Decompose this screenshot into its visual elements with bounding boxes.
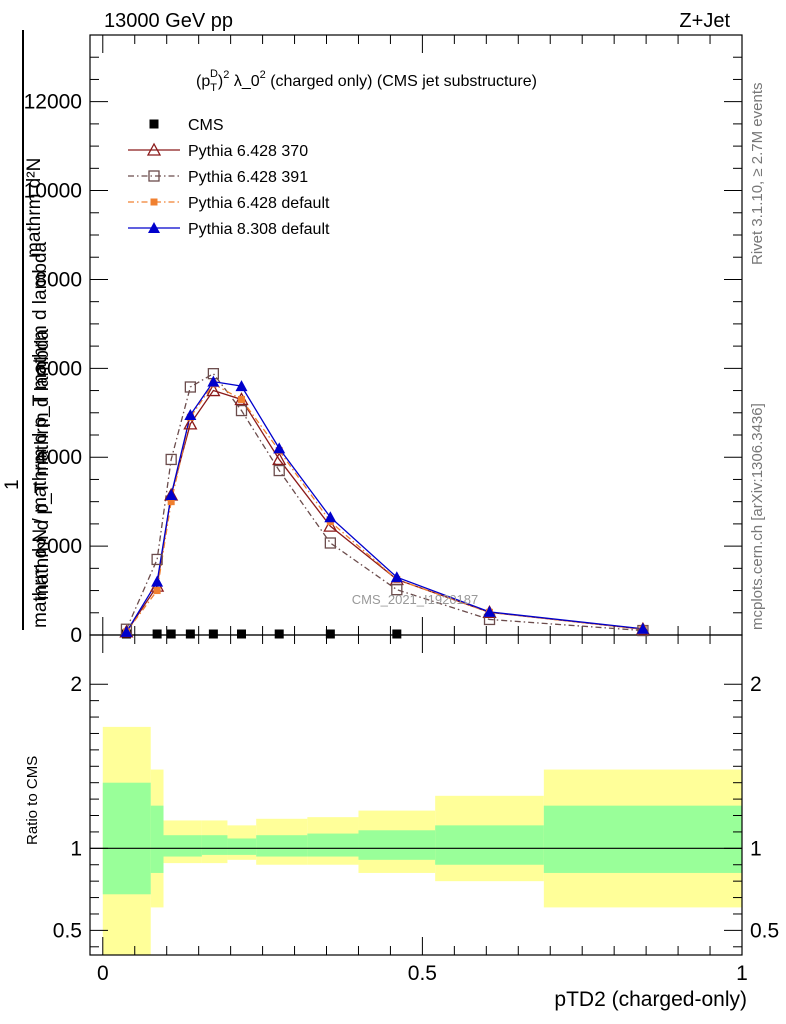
legend-label-cms: CMS [188, 117, 224, 134]
data-point-py8_default [390, 571, 403, 583]
data-point-py6_default [167, 498, 175, 506]
data-point-py6_370 [206, 383, 221, 397]
ratio-y-tick-label: 1 [70, 837, 82, 860]
ratio-y-tick-label-right: 2 [750, 673, 762, 696]
data-point-py8_default [483, 605, 496, 617]
ratio-band-inner [358, 830, 436, 860]
data-point-py6_391 [184, 381, 197, 393]
data-point-py6_370 [323, 518, 338, 532]
main-y-tick-label: 10000 [24, 180, 82, 203]
legend-marker-py6_391 [148, 170, 160, 182]
ratio-panel [89, 634, 743, 956]
data-point-py8_default [273, 442, 286, 454]
data-point-py8_default [636, 622, 649, 634]
data-point-cms [236, 629, 246, 639]
y-axis-label: mathrm d²N 1 mathrm d p_T mathrm d lambd… [2, 30, 53, 630]
ratio-y-tick-label: 0.5 [53, 919, 82, 942]
main-y-tick-label: 8000 [35, 268, 82, 291]
data-point-py8_default [184, 409, 197, 420]
data-point-py6_default [153, 587, 161, 595]
side-text-top: Rivet 3.1.10, ≥ 2.7M events [749, 83, 766, 266]
data-point-py6_370 [272, 452, 287, 466]
side-text-bottom: mcplots.cern.ch [arXiv:1306.3436] [749, 403, 766, 630]
y-label-numerator: mathrm d²N [24, 158, 45, 258]
axis-ticks [90, 35, 743, 955]
data-point-cms [166, 629, 176, 639]
data-point-py6_default [237, 395, 245, 403]
series-line-py6_391 [125, 372, 643, 632]
legend-marker-py8_default [148, 222, 160, 233]
data-point-py8_default [235, 380, 248, 392]
x-tick-label: 0.5 [408, 962, 437, 985]
data-point-py6_391 [324, 537, 336, 549]
x-tick-label: 1 [736, 962, 748, 985]
ratio-band-inner [256, 835, 308, 857]
data-point-py8_default [324, 511, 337, 523]
legend-marker-py6_370 [146, 142, 162, 156]
data-point-py6_391 [235, 404, 248, 417]
y-label-one: 1 [2, 479, 23, 490]
data-point-py8_default [151, 575, 164, 587]
main-y-tick-label: 12000 [24, 91, 82, 114]
data-point-cms [152, 629, 162, 639]
x-tick-label: 0 [97, 962, 109, 985]
legend-marker-py6_default [150, 198, 158, 206]
ratio-bands [90, 726, 742, 955]
ratio-band-inner [307, 833, 359, 857]
ratio-band-inner [102, 782, 151, 895]
header-right: Z+Jet [679, 10, 730, 32]
data-point-py6_391 [391, 584, 403, 596]
data-point-py6_391 [273, 464, 285, 477]
ratio-axis-label: Ratio to CMS [24, 756, 41, 845]
series-markers [119, 368, 651, 639]
data-point-py6_391 [165, 453, 177, 466]
ratio-band-inner [201, 835, 228, 855]
plot-title: (pTD)2 λ_02 (charged only) (CMS jet subs… [196, 68, 537, 94]
legend-label-py8_default: Pythia 8.308 default [188, 221, 330, 238]
data-point-cms [325, 629, 335, 639]
data-point-py8_default [207, 375, 220, 387]
main-y-tick-label: 0 [70, 624, 82, 647]
data-point-cms [392, 629, 402, 639]
data-point-cms [208, 629, 218, 639]
data-point-cms [274, 629, 284, 639]
y-label-denominator-lower: mathrm d N / mathrm d p_T mathrm d lambd… [30, 241, 51, 628]
watermark: CMS_2021_I1920187 [352, 592, 479, 607]
main-y-tick-label: 4000 [35, 446, 82, 469]
y-label-denominator-upper: mathrm d p_T mathrm d lambda [32, 329, 53, 600]
data-point-py6_370 [183, 416, 198, 430]
data-point-py8_default [120, 625, 133, 637]
legend: CMS Pythia 6.428 370 Pythia 6.428 391 Pythi… [128, 117, 330, 238]
ratio-band-inner [227, 838, 257, 855]
main-y-tick-label: 6000 [35, 357, 82, 380]
x-axis-label: pTD2 (charged-only) [554, 988, 747, 1011]
ratio-y-tick-label-right: 0.5 [750, 919, 779, 942]
legend-label-py6_default: Pythia 6.428 default [188, 195, 330, 212]
data-point-cms [185, 629, 195, 639]
ratio-frame [89, 634, 743, 956]
header-left: 13000 GeV pp [104, 10, 233, 32]
data-point-py8_default [165, 489, 178, 500]
ratio-band-inner [435, 825, 544, 865]
ratio-band-inner [150, 805, 164, 873]
main-y-tick-label: 2000 [35, 535, 82, 558]
ratio-y-tick-label: 2 [70, 673, 82, 696]
ratio-band-inner [179, 835, 202, 857]
ratio-band-inner [163, 835, 180, 857]
data-point-py6_391 [151, 553, 163, 566]
legend-label-py6_391: Pythia 6.428 391 [188, 169, 308, 186]
legend-label-py6_370: Pythia 6.428 370 [188, 143, 308, 160]
ratio-band-inner [543, 805, 742, 873]
legend-marker-cms [149, 119, 159, 129]
ratio-y-tick-label-right: 1 [750, 837, 762, 860]
